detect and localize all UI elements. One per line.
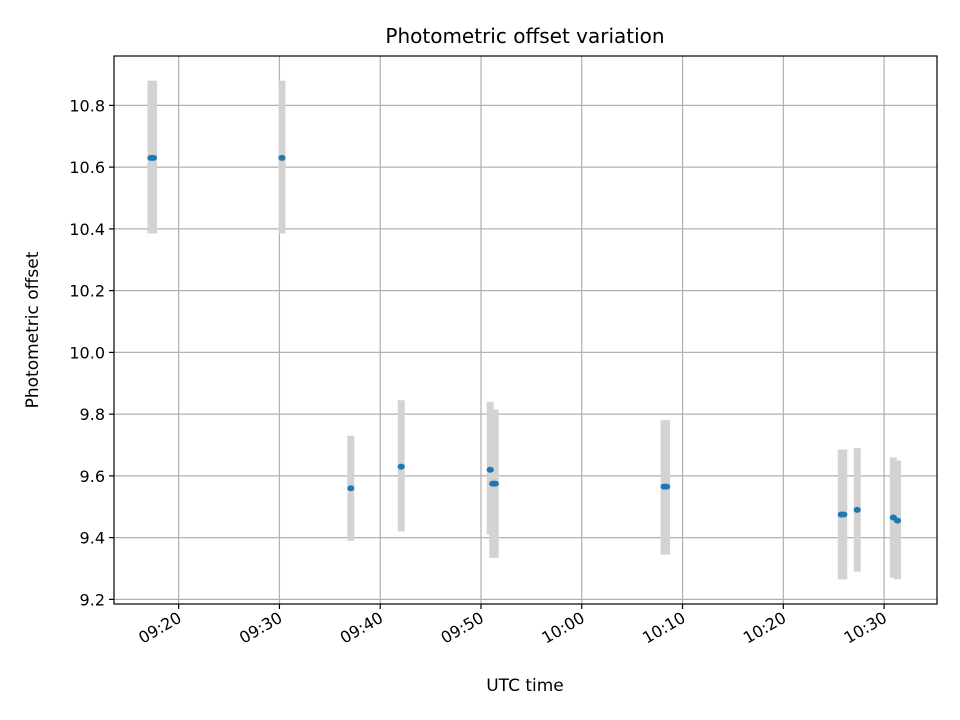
data-point [491, 480, 499, 487]
y-tick-label: 10.6 [69, 158, 105, 177]
y-tick-label: 9.6 [80, 467, 105, 486]
data-point [486, 466, 494, 473]
chart-title: Photometric offset variation [385, 24, 664, 48]
x-axis-label: UTC time [486, 676, 564, 696]
y-tick-label: 9.8 [80, 405, 105, 424]
data-point [397, 463, 405, 470]
y-tick-label: 10.8 [69, 96, 105, 115]
data-point [149, 154, 158, 161]
data-points [147, 154, 902, 524]
y-tick-label: 9.2 [80, 590, 105, 609]
data-point [840, 511, 848, 518]
y-tick-label: 9.4 [80, 529, 105, 548]
y-tick-label: 10.0 [69, 343, 105, 362]
y-tick-label: 10.4 [69, 220, 105, 239]
data-point [853, 506, 861, 513]
data-point [347, 485, 355, 492]
y-axis-ticks: 9.2 9.4 9.6 9.8 10.0 10.2 10.4 10.6 10.8 [69, 96, 114, 609]
y-axis-label: Photometric offset [23, 251, 43, 408]
plot-area-frame [113, 55, 938, 605]
data-point [893, 517, 902, 524]
data-point [662, 483, 671, 490]
y-tick-label: 10.2 [69, 282, 105, 301]
data-point [278, 154, 286, 161]
